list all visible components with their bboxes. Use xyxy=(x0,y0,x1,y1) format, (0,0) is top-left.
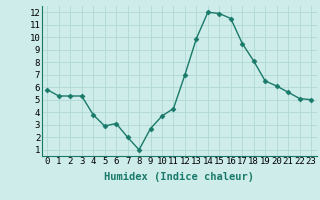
X-axis label: Humidex (Indice chaleur): Humidex (Indice chaleur) xyxy=(104,172,254,182)
